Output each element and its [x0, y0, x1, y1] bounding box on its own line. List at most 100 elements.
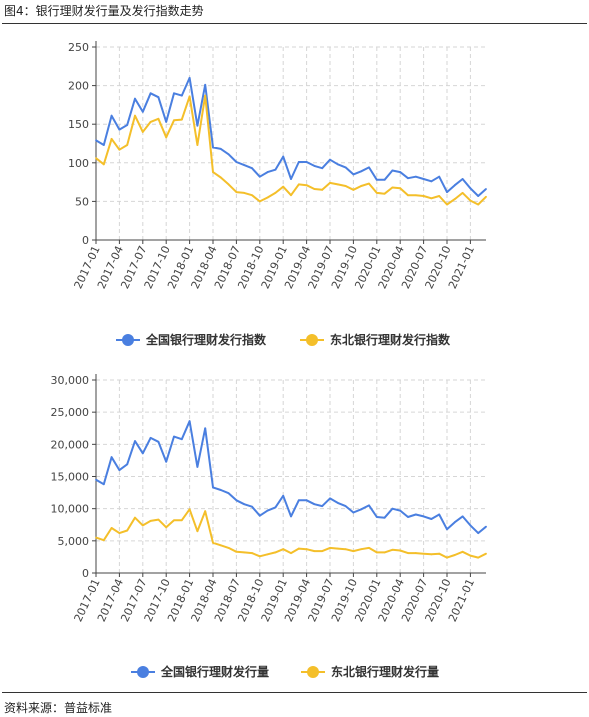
data-point [414, 513, 417, 516]
data-point [243, 192, 246, 194]
y-tick-label: 250 [68, 41, 89, 54]
data-point [329, 158, 331, 161]
y-tick-label: 200 [68, 80, 89, 93]
data-point [165, 460, 168, 463]
data-point [134, 97, 136, 100]
data-point [438, 552, 441, 555]
y-tick-label: 100 [68, 157, 89, 170]
data-point [407, 516, 409, 518]
data-point [344, 548, 347, 551]
data-point [196, 530, 199, 533]
data-point [134, 516, 136, 519]
data-point [469, 554, 472, 557]
data-point [258, 175, 261, 178]
data-point [422, 552, 425, 555]
data-point [149, 519, 152, 522]
top-rule [2, 23, 587, 24]
data-point [149, 437, 152, 439]
data-point [149, 92, 152, 95]
data-point [282, 494, 285, 497]
data-point [383, 516, 386, 519]
y-tick-label: 0 [82, 567, 89, 580]
data-point [118, 532, 121, 535]
data-point [430, 197, 433, 200]
data-point [227, 153, 230, 156]
data-point [453, 198, 456, 200]
data-point [399, 171, 402, 173]
data-point [141, 131, 144, 133]
legend-marker-2 [306, 334, 318, 346]
chart-1: 0501001502002502017-012017-042017-072017… [68, 41, 487, 347]
data-point [407, 552, 409, 554]
data-point [212, 486, 214, 489]
data-point [407, 177, 409, 180]
data-point [461, 192, 464, 194]
data-point [329, 181, 331, 184]
data-point [219, 489, 222, 491]
data-point [180, 94, 183, 97]
data-point [102, 163, 105, 166]
data-point [219, 544, 222, 547]
data-point [274, 551, 277, 554]
data-point [282, 155, 285, 158]
y-tick-label: 10,000 [51, 503, 90, 516]
data-point [180, 519, 183, 522]
data-point [282, 548, 285, 551]
data-point [461, 550, 464, 553]
data-point [399, 549, 402, 552]
data-point [266, 196, 269, 199]
legend-marker-1 [122, 334, 134, 346]
data-point [251, 194, 253, 197]
data-point [368, 166, 370, 169]
figure-title: 图4：银行理财发行量及发行指数走势 [4, 4, 204, 18]
y-tick-label: 0 [82, 234, 89, 247]
data-point [212, 146, 214, 149]
data-point [297, 161, 300, 163]
data-point [360, 508, 363, 511]
data-point [274, 192, 277, 194]
data-point [368, 504, 370, 507]
data-point [383, 178, 386, 181]
data-point [438, 513, 441, 516]
data-point [134, 114, 136, 117]
data-point [383, 551, 386, 554]
data-point [173, 92, 175, 95]
data-point [95, 139, 97, 142]
data-point [157, 518, 160, 521]
data-point [321, 550, 324, 553]
data-point [352, 511, 355, 514]
data-point [391, 186, 394, 189]
data-point [235, 161, 238, 163]
data-point [157, 96, 160, 99]
data-point [375, 192, 378, 194]
data-point [430, 553, 433, 556]
data-point [477, 556, 480, 559]
bottom-rule [2, 692, 587, 693]
data-point [258, 514, 261, 517]
data-point [453, 184, 456, 187]
data-point [485, 525, 487, 528]
data-point [102, 539, 105, 542]
data-point [438, 195, 441, 197]
data-point [196, 465, 199, 468]
data-point [258, 200, 261, 203]
data-point [149, 120, 152, 123]
y-tick-label: 150 [68, 118, 89, 131]
data-point [102, 483, 105, 486]
data-point [141, 110, 144, 113]
data-point [485, 552, 487, 555]
data-point [477, 532, 480, 535]
data-point [485, 188, 487, 190]
data-point [391, 169, 394, 172]
chart-2: 05,00010,00015,00020,00025,00030,0002017… [51, 374, 487, 679]
data-point [126, 124, 129, 126]
data-point [235, 191, 238, 194]
data-point [118, 128, 121, 131]
data-point [453, 521, 456, 524]
data-point [430, 180, 433, 183]
data-point [141, 524, 144, 527]
data-point [313, 188, 316, 190]
data-point [477, 203, 480, 206]
data-point [157, 440, 160, 443]
data-point [204, 427, 207, 430]
